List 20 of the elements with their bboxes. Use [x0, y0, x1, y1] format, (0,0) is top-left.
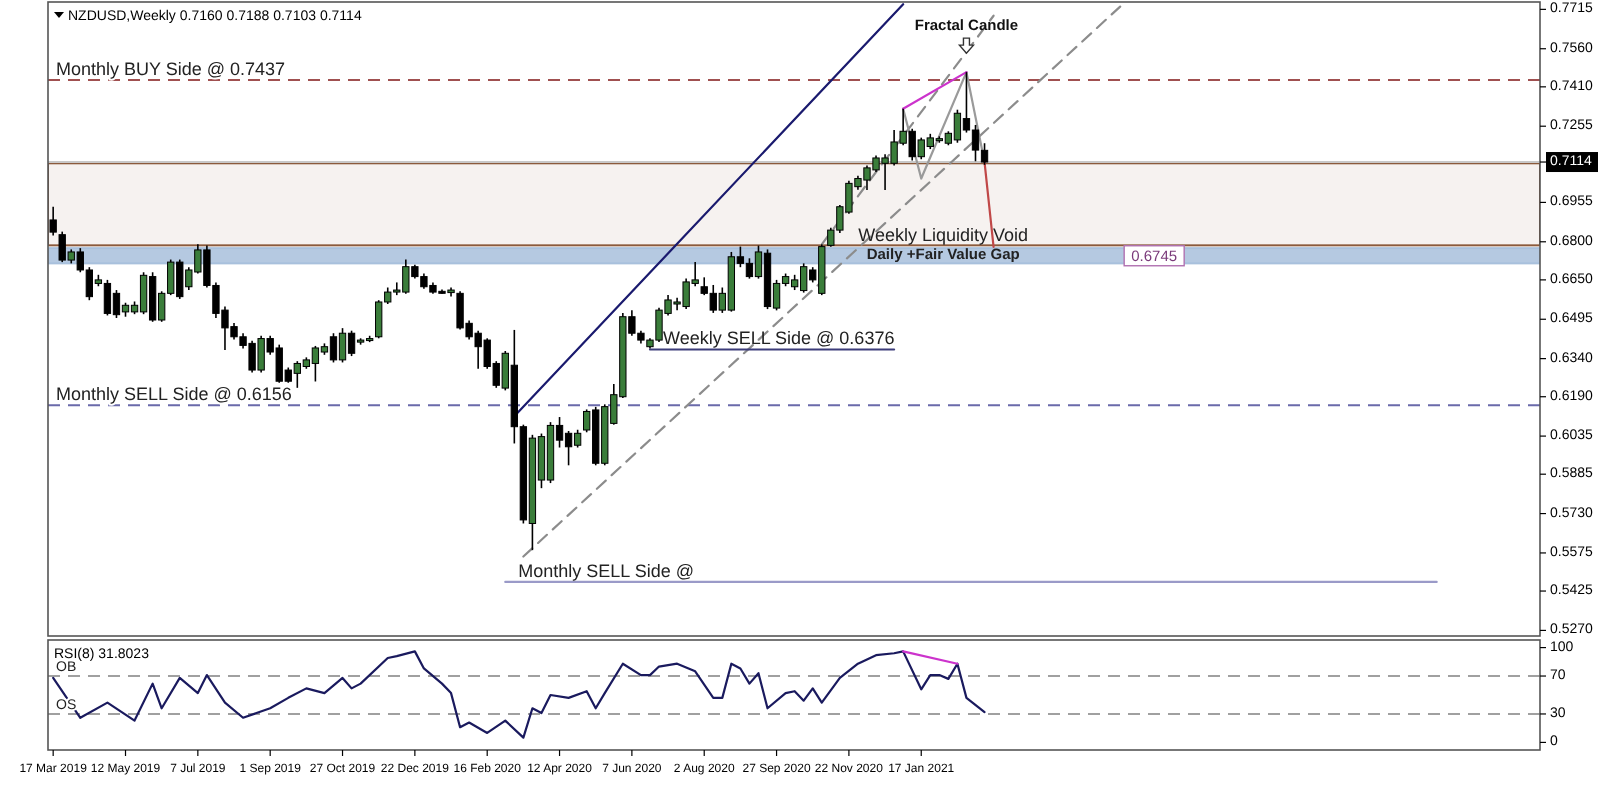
candlestick [103, 279, 112, 317]
candlestick [564, 430, 573, 467]
candlestick [347, 329, 356, 357]
ref-line-label: Monthly SELL Side @ 0.6156 [56, 384, 292, 405]
candlestick [338, 327, 347, 364]
candlestick [953, 108, 962, 144]
candlestick [148, 271, 157, 323]
candlestick [112, 289, 121, 319]
candlestick [329, 332, 338, 364]
annotation: Weekly SELL Side @ 0.6376 [663, 328, 895, 349]
candlestick [139, 271, 148, 315]
band-label: Weekly Liquidity Void [858, 225, 1029, 246]
candlestick [49, 205, 57, 237]
candlestick [745, 257, 754, 280]
annotation: Monthly SELL Side @ [518, 560, 695, 581]
line-series [52, 650, 986, 739]
line-series [902, 71, 986, 180]
candlestick [311, 345, 320, 383]
ref-line-label: Monthly BUY Side @ 0.7437 [56, 58, 286, 79]
candlestick [971, 124, 980, 163]
